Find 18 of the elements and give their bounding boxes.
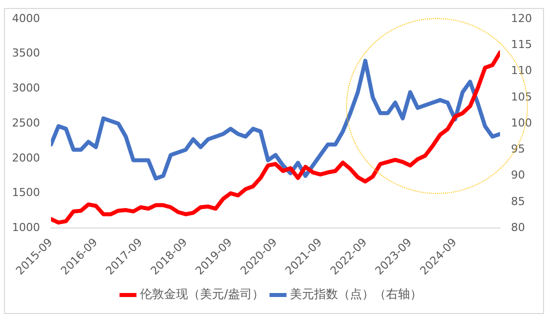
y2-tick-label: 95: [511, 142, 526, 156]
y2-tick-label: 85: [511, 194, 526, 208]
y2-tick-label: 105: [511, 90, 532, 104]
y2-tick-label: 90: [511, 168, 526, 182]
y-tick-label: 3500: [12, 46, 40, 60]
y-tick-label: 4000: [12, 12, 40, 25]
y-tick-label: 3000: [12, 82, 40, 95]
legend-label: 美元指数（点）（右轴）: [290, 287, 422, 302]
y2-tick-label: 115: [511, 38, 532, 52]
y-tick-label: 2500: [12, 116, 40, 130]
legend-label: 伦敦金现（美元/盎司）: [140, 287, 264, 302]
y2-tick-label: 120: [511, 12, 532, 25]
y2-tick-label: 100: [511, 116, 532, 130]
y2-tick-label: 80: [511, 221, 526, 234]
y-tick-label: 1500: [12, 186, 40, 200]
y2-tick-label: 110: [511, 64, 532, 78]
y-tick-label: 2000: [12, 151, 40, 164]
y-tick-label: 1000: [12, 221, 40, 234]
